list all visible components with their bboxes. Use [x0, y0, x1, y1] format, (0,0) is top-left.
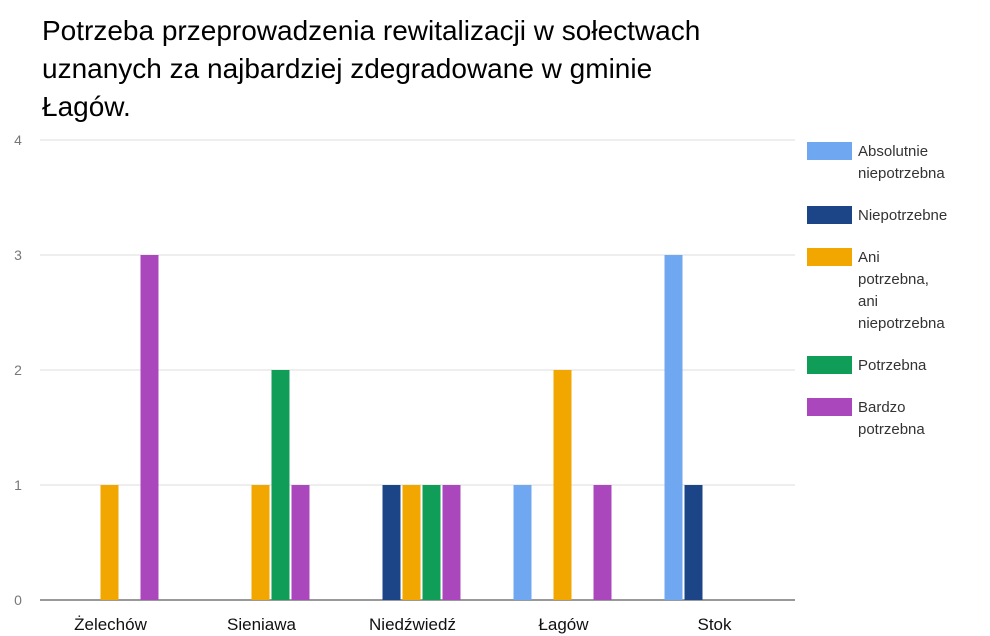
x-tick-label: Niedźwiedź — [369, 615, 456, 634]
bar — [140, 255, 159, 600]
bar — [664, 255, 683, 600]
bar — [402, 485, 421, 600]
bar — [513, 485, 532, 600]
bar — [382, 485, 401, 600]
x-tick-label: Łagów — [538, 615, 589, 634]
legend-swatch — [807, 142, 852, 160]
y-tick-label: 0 — [14, 592, 22, 608]
y-tick-label: 4 — [14, 132, 22, 148]
bar — [593, 485, 612, 600]
legend-label: Bardzo potrzebna — [858, 399, 925, 438]
x-tick-label: Stok — [697, 615, 732, 634]
bar — [291, 485, 310, 600]
bar — [553, 370, 572, 600]
legend-swatch — [807, 356, 852, 374]
y-tick-label: 3 — [14, 247, 22, 263]
legend-swatch — [807, 398, 852, 416]
bar — [684, 485, 703, 600]
y-tick-label: 1 — [14, 477, 22, 493]
bar — [271, 370, 290, 600]
chart-title: Potrzeba przeprowadzenia rewitalizacji w… — [42, 15, 701, 122]
bar — [442, 485, 461, 600]
legend-swatch — [807, 248, 852, 266]
x-tick-label: Żelechów — [74, 615, 147, 634]
bar — [251, 485, 270, 600]
bar — [100, 485, 119, 600]
legend-label: Absolutnie niepotrzebna — [858, 143, 945, 182]
bar — [422, 485, 441, 600]
legend-label: Potrzebna — [858, 357, 927, 374]
legend-label: Niepotrzebne — [858, 207, 947, 224]
legend-swatch — [807, 206, 852, 224]
y-tick-label: 2 — [14, 362, 22, 378]
legend-label: Ani potrzebna, ani niepotrzebna — [858, 249, 945, 332]
x-tick-label: Sieniawa — [227, 615, 297, 634]
